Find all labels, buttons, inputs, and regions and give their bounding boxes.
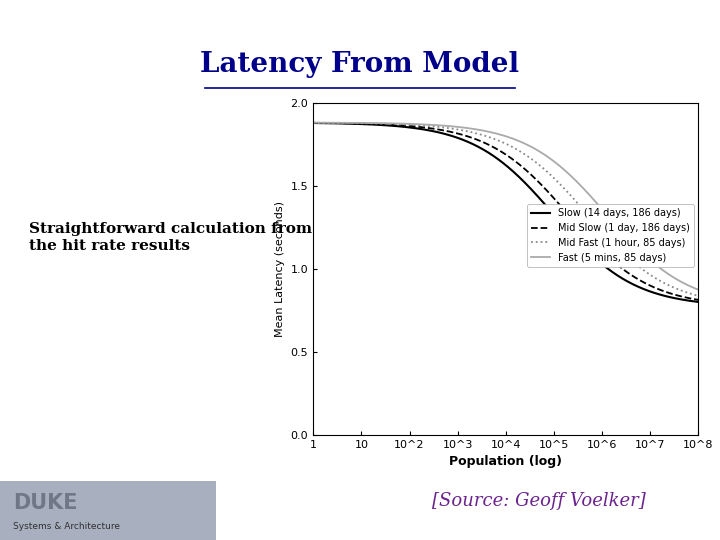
Mid Slow (1 day, 186 days) [328, 120, 337, 126]
Mid Slow (1 day, 186 days) [309, 119, 318, 126]
Legend: Slow (14 days, 186 days), Mid Slow (1 day, 186 days), Mid Fast (1 hour, 85 days): Slow (14 days, 186 days), Mid Slow (1 da… [526, 204, 693, 267]
Fast (5 mins, 85 days) [309, 119, 318, 126]
Fast (5 mins, 85 days) [694, 287, 703, 293]
Fast (5 mins, 85 days) [683, 281, 691, 288]
Fast (5 mins, 85 days) [683, 282, 691, 288]
X-axis label: Population (log): Population (log) [449, 455, 562, 468]
Slow (14 days, 186 days) [683, 297, 691, 303]
Mid Slow (1 day, 186 days) [486, 143, 495, 149]
Line: Mid Slow (1 day, 186 days): Mid Slow (1 day, 186 days) [313, 123, 698, 300]
Slow (14 days, 186 days) [486, 151, 495, 157]
Fast (5 mins, 85 days) [612, 222, 621, 229]
Text: DUKE: DUKE [13, 493, 78, 513]
Mid Slow (1 day, 186 days) [694, 296, 703, 303]
Fast (5 mins, 85 days) [328, 119, 337, 126]
Slow (14 days, 186 days) [683, 297, 691, 303]
Mid Fast (1 hour, 85 days) [612, 243, 621, 249]
Mid Fast (1 hour, 85 days) [683, 289, 691, 296]
Slow (14 days, 186 days) [694, 299, 703, 305]
Slow (14 days, 186 days) [496, 158, 505, 164]
Mid Fast (1 hour, 85 days) [496, 138, 505, 145]
Mid Slow (1 day, 186 days) [612, 261, 621, 267]
Mid Fast (1 hour, 85 days) [683, 289, 691, 296]
Slow (14 days, 186 days) [612, 272, 621, 278]
Line: Mid Fast (1 hour, 85 days): Mid Fast (1 hour, 85 days) [313, 123, 698, 296]
Slow (14 days, 186 days) [328, 120, 337, 126]
Text: Latency From Model: Latency From Model [200, 51, 520, 78]
Mid Fast (1 hour, 85 days) [328, 119, 337, 126]
Slow (14 days, 186 days) [309, 120, 318, 126]
Text: Systems & Architecture: Systems & Architecture [13, 522, 120, 531]
Text: [Source: Geoff Voelker]: [Source: Geoff Voelker] [432, 492, 646, 510]
Fast (5 mins, 85 days) [496, 131, 505, 138]
Text: Straightforward calculation from
the hit rate results: Straightforward calculation from the hit… [29, 222, 312, 253]
Line: Fast (5 mins, 85 days): Fast (5 mins, 85 days) [313, 123, 698, 290]
Mid Slow (1 day, 186 days) [496, 148, 505, 154]
Mid Slow (1 day, 186 days) [683, 294, 691, 301]
Line: Slow (14 days, 186 days): Slow (14 days, 186 days) [313, 123, 698, 302]
Mid Fast (1 hour, 85 days) [694, 293, 703, 299]
Mid Slow (1 day, 186 days) [683, 294, 691, 301]
Mid Fast (1 hour, 85 days) [309, 119, 318, 126]
Fast (5 mins, 85 days) [486, 129, 495, 136]
Y-axis label: Mean Latency (seconds): Mean Latency (seconds) [275, 201, 285, 336]
Mid Fast (1 hour, 85 days) [486, 134, 495, 141]
